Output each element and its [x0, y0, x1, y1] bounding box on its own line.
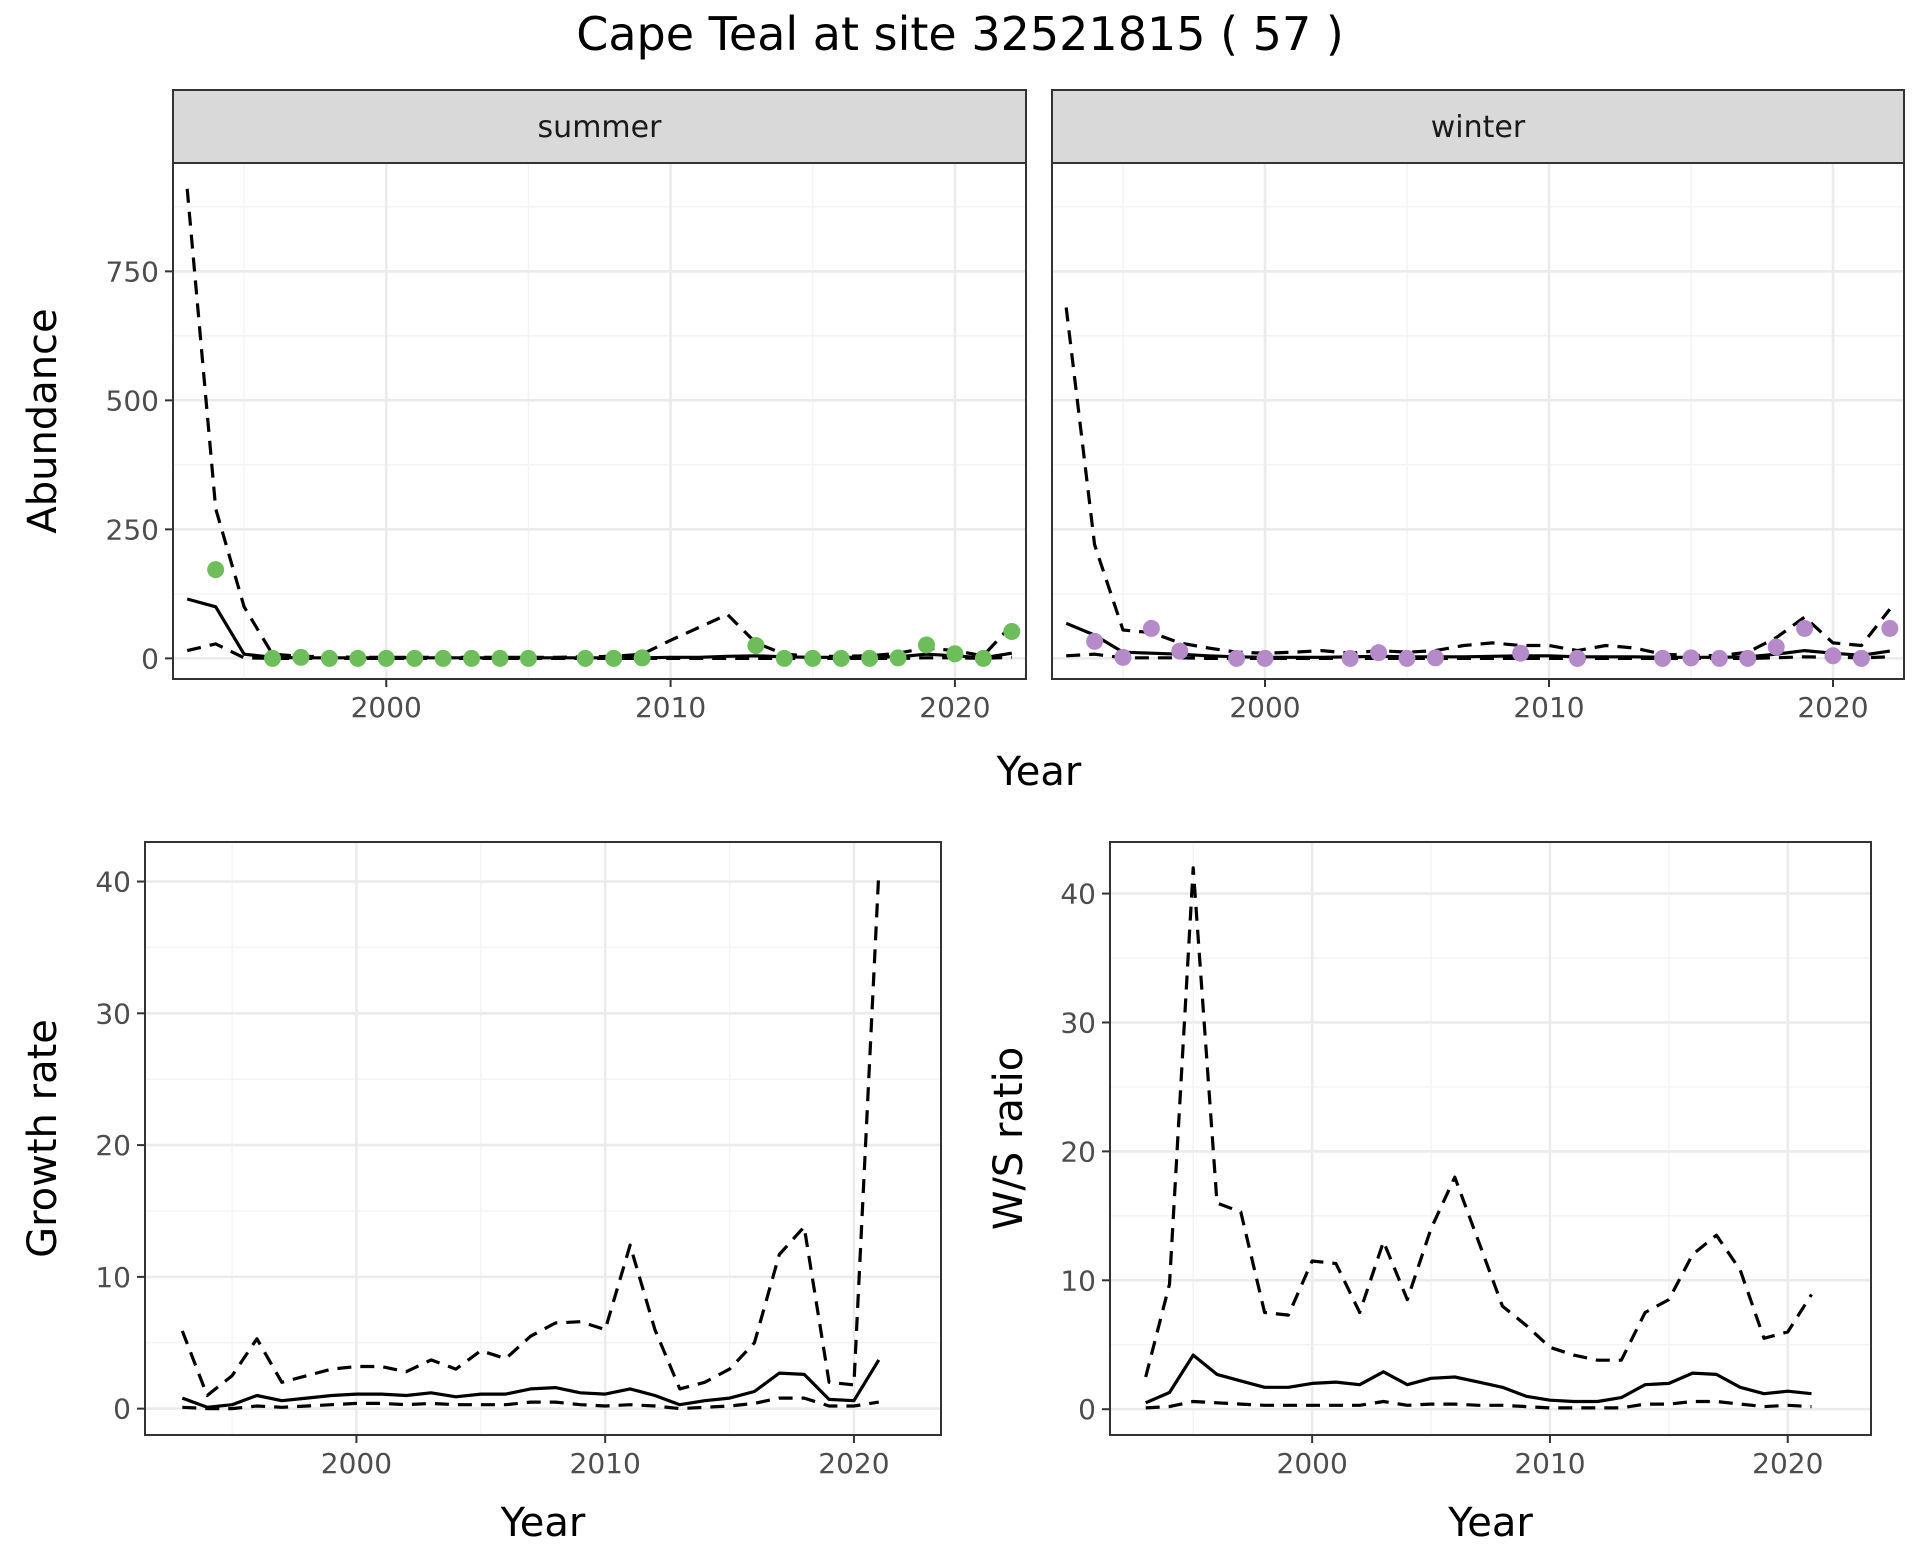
growth-panel: 2000 2010 2020 0 10 20 30 40 Year Growth rate: [20, 841, 942, 1546]
y-axis-title: Abundance: [20, 308, 66, 533]
x-tick-label: 2020: [1752, 1447, 1823, 1480]
y-tick-label: 40: [1060, 878, 1096, 911]
facet-strip: [1051, 89, 1905, 164]
x-tick-label: 2000: [321, 1447, 392, 1480]
x-tick-label: 2000: [351, 691, 422, 724]
observed-point: [775, 649, 793, 667]
observed-point: [1654, 649, 1672, 667]
abundance-panel-winter: winter 2000 2010 2020: [1051, 89, 1905, 724]
observed-point: [1341, 649, 1359, 667]
observed-point: [292, 648, 310, 666]
observed-point: [747, 636, 765, 654]
observed-point: [1881, 619, 1899, 637]
observed-point: [434, 649, 452, 667]
observed-point: [946, 645, 964, 663]
y-tick-label: 20: [95, 1129, 131, 1162]
y-axis-title: W/S ratio: [986, 1047, 1032, 1230]
estimate-line: [181, 1359, 881, 1409]
lower-bound-line: [182, 1396, 880, 1411]
observed-point: [861, 649, 879, 667]
x-tick-label: 2000: [1277, 1447, 1348, 1480]
y-axis-title: Growth rate: [20, 1019, 66, 1258]
observed-point: [1767, 638, 1785, 656]
x-tick-label: 2020: [818, 1447, 889, 1480]
observed-point: [1824, 647, 1842, 665]
observed-point: [605, 649, 623, 667]
observed-point: [377, 649, 395, 667]
y-tick-label: 10: [95, 1261, 131, 1294]
observed-point: [1142, 619, 1160, 637]
observed-point: [1370, 644, 1388, 662]
observed-point: [207, 561, 225, 579]
facet-strip: [172, 89, 1027, 164]
observed-point: [1739, 649, 1757, 667]
observed-point: [1114, 648, 1132, 666]
y-tick-label: 20: [1060, 1135, 1096, 1168]
observed-point: [974, 649, 992, 667]
observed-point: [406, 649, 424, 667]
observed-point: [1568, 649, 1586, 667]
y-tick-label: 40: [95, 866, 131, 899]
observed-point: [917, 636, 935, 654]
observed-point: [1682, 649, 1700, 667]
observed-point: [320, 649, 338, 667]
observed-point: [832, 649, 850, 667]
observed-point: [1796, 619, 1814, 637]
observed-point: [264, 649, 282, 667]
observed-point: [349, 649, 367, 667]
observed-point: [1086, 632, 1104, 650]
x-tick-label: 2010: [570, 1447, 641, 1480]
lower-bound-line: [1145, 1399, 1812, 1410]
x-tick-label: 2000: [1229, 691, 1300, 724]
upper-bound-line: [1144, 866, 1813, 1378]
facet-strip-label: summer: [538, 110, 663, 145]
observed-point: [1426, 649, 1444, 667]
observed-point: [1003, 623, 1021, 641]
observed-point: [1171, 642, 1189, 660]
y-tick-label: 0: [113, 1393, 131, 1426]
observed-point: [889, 649, 907, 667]
abundance-panel-summer: summer 2000 2010 2020 0 250 500 750: [106, 89, 1027, 724]
x-axis-title: Year: [996, 749, 1082, 795]
y-tick-label: 30: [1060, 1006, 1096, 1039]
observed-point: [1398, 649, 1416, 667]
x-tick-label: 2020: [1797, 691, 1868, 724]
estimate-line: [1145, 1353, 1812, 1405]
observed-point: [1256, 649, 1274, 667]
observed-point: [1228, 649, 1246, 667]
y-tick-label: 250: [106, 513, 159, 546]
observed-point: [463, 649, 481, 667]
x-tick-label: 2010: [1513, 691, 1584, 724]
y-tick-label: 30: [95, 997, 131, 1030]
x-tick-label: 2010: [635, 691, 706, 724]
y-tick-label: 500: [106, 384, 159, 417]
x-tick-label: 2010: [1514, 1447, 1585, 1480]
observed-point: [576, 649, 594, 667]
y-tick-label: 0: [1078, 1393, 1096, 1426]
observed-point: [1852, 649, 1870, 667]
y-tick-label: 10: [1060, 1264, 1096, 1297]
x-axis-title: Year: [500, 1500, 586, 1546]
upper-bound-line: [180, 872, 881, 1398]
x-axis-title: Year: [1447, 1500, 1533, 1546]
observed-point: [1710, 649, 1728, 667]
chart-title: Cape Teal at site 32521815 ( 57 ): [576, 7, 1344, 61]
observed-point: [491, 649, 509, 667]
x-tick-label: 2020: [919, 691, 990, 724]
ws_ratio-panel: 2000 2010 2020 0 10 20 30 40 Year W/S ratio: [986, 841, 1872, 1546]
observed-point: [519, 649, 537, 667]
y-tick-label: 0: [141, 642, 159, 675]
observed-point: [1512, 644, 1530, 662]
observed-point: [633, 649, 651, 667]
facet-strip-label: winter: [1431, 110, 1526, 145]
observed-point: [804, 649, 822, 667]
y-tick-label: 750: [106, 255, 159, 288]
